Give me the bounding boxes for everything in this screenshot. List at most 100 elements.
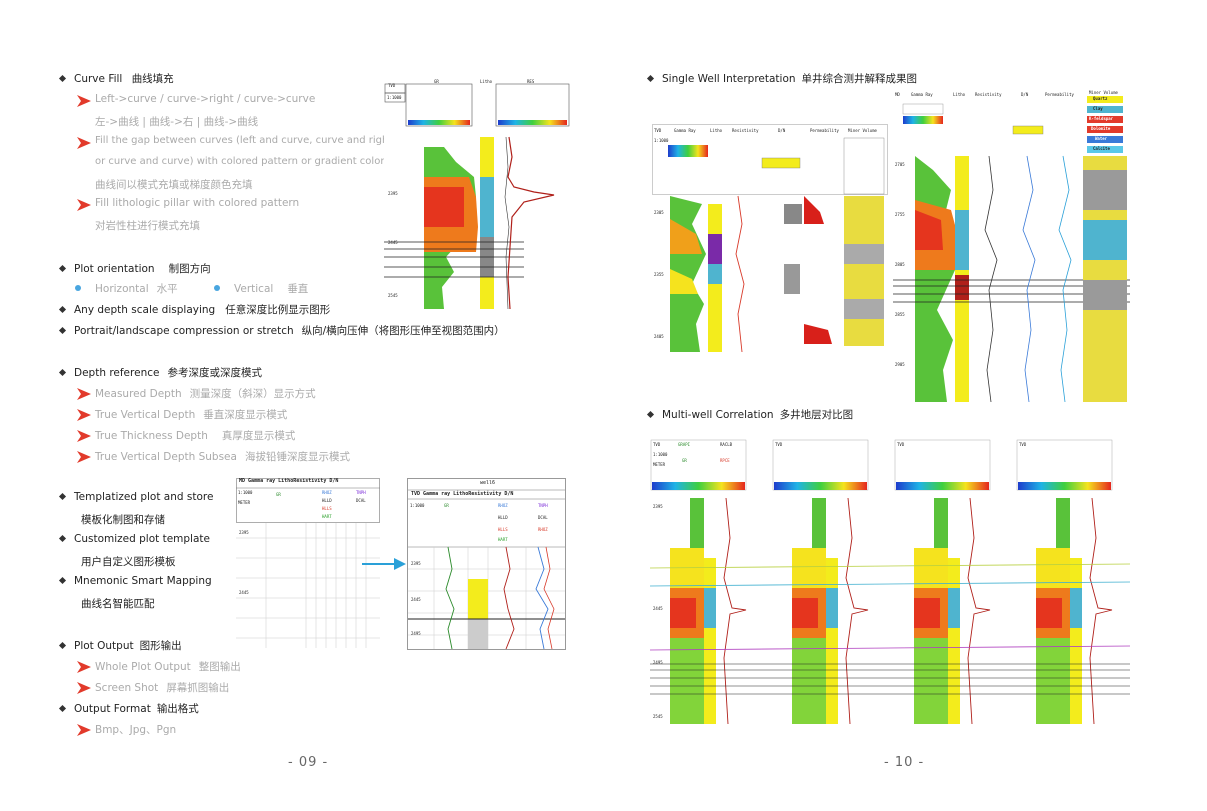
fig-depth: 2405 [654,334,664,339]
plot-output-item: Whole Plot Output 整图输出 [95,661,241,673]
fig-label: Resistivity [975,92,1002,97]
fig-curve-label: DCAL [356,498,366,503]
diamond-bullet-icon [58,326,67,335]
orientation-vertical: Vertical 垂直 [214,281,308,296]
fig2a-header: MD Gamma ray LithoResistivity D/N [239,478,339,484]
red-arrow-icon [77,430,91,442]
fig-label: METER [653,462,666,467]
multi-well-figure: TVD TVD TVD TVD 1:1000 METER GRAPI RACLB… [650,438,1130,724]
output-formats: Bmp、Jpg、Pgn [95,724,177,736]
page-number-left: - 09 - [288,755,329,770]
fig-legend: Dolomite [1091,126,1111,131]
red-arrow-icon [77,682,91,694]
diamond-bullet-icon [646,74,655,83]
red-arrow-icon [77,451,91,463]
fig-label: 1:1000 [238,490,253,495]
bullet-mnemonic: Mnemonic Smart Mapping [58,575,212,587]
fig-label: Miner Volume [1089,90,1118,95]
depth-ref-item: Measured Depth 测量深度（斜深）显示方式 [95,388,316,400]
fig-curve-label: DCAL [538,515,548,520]
diamond-bullet-icon [58,704,67,713]
fig-depth: 2445 [239,590,249,595]
fig-legend: Clay [1093,106,1103,111]
fig-depth: 2755 [895,212,905,217]
fig-legend: Water [1095,136,1108,141]
fig-label: MD [895,92,900,97]
fig-depth: 2905 [895,362,905,367]
fig-label: Permeability [1045,92,1074,97]
bullet-compression: Portrait/landscape compression or stretc… [58,323,505,338]
fig-label: TVD [654,128,662,133]
fig-depth: 2445 [388,240,398,245]
diamond-bullet-icon [58,576,67,585]
fig-curve-label: HART [498,537,508,542]
fig-curve-label: GR [444,503,449,508]
customized-cn: 用户自定义图形模板 [81,556,176,568]
fig-label: Litho [710,128,723,133]
fig-depth: 2395 [239,530,249,535]
red-arrow-icon [77,95,91,107]
fig-curve-label: GRAPI [678,442,691,447]
single-well-figure-large: MD Gamma Ray Litho Resistivity D/N Perme… [893,90,1130,402]
plot-output-item: Screen Shot 屏幕抓图输出 [95,682,230,694]
red-arrow-icon [77,724,91,736]
bullet-curve-fill: Curve Fill 曲线填充 [58,71,174,86]
fig-label: GR [434,79,439,84]
fig-legend: K-feldspar [1089,116,1114,121]
fig-curve-label: HLLS [322,506,332,511]
template-figure-after: well6 TVD Gamma ray LithoResistivity D/N… [407,478,566,650]
depth-ref-item: True Vertical Depth Subsea 海拔铅锤深度显示模式 [95,451,350,463]
fig-legend: Calcite [1093,146,1110,151]
diamond-bullet-icon [646,410,655,419]
fig-depth: 2495 [411,631,421,636]
curve-fill-line4: or curve and curve) with colored pattern… [95,156,385,167]
diamond-bullet-icon [58,492,67,501]
bullet-plot-output: Plot Output 图形输出 [58,638,182,653]
curve-fill-line3: Fill the gap between curves (left and cu… [95,135,393,146]
fig-label: TVD [388,83,396,88]
orientation-horizontal: Horizontal 水平 [75,281,178,296]
red-arrow-icon [77,199,91,211]
diamond-bullet-icon [58,305,67,314]
fig-label: 1:1000 [653,452,668,457]
fig-depth: 2545 [653,714,663,719]
fig-label: D/N [778,128,786,133]
diamond-bullet-icon [58,368,67,377]
fig-label: 1:1000 [387,95,402,100]
fig-label: Resistivity [732,128,759,133]
fig-depth: 2495 [653,660,663,665]
fig-label: TVD [1019,442,1027,447]
right-arrow-icon [362,558,406,570]
fig-label: Permeability [810,128,839,133]
fig-label: Gamma Ray [911,92,933,97]
fig-depth: 2805 [895,262,905,267]
diamond-bullet-icon [58,641,67,650]
curve-fill-log-figure: TVD 1:1000 GR Litho RES 2395 2445 2545 [384,77,572,310]
fig2b-title: well6 [480,480,496,486]
fig-label: Litho [480,79,493,84]
fig-curve-label: TNPH [538,503,548,508]
fig-depth: 2355 [654,272,664,277]
fig-curve-label: RACLB [720,442,733,447]
single-well-figure-small: TVD Gamma Ray Litho Resistivity D/N Perm… [652,124,888,352]
fig-curve-label: GR [276,492,281,497]
bullet-depth-reference: Depth reference 参考深度或深度模式 [58,365,262,380]
depth-ref-item: True Vertical Depth 垂直深度显示模式 [95,409,288,421]
template-figure-before: MD Gamma ray LithoResistivity D/N 1:1000… [236,478,380,648]
fig-depth: 2445 [653,606,663,611]
mnemonic-cn: 曲线名智能匹配 [81,598,155,610]
fig-depth: 2855 [895,312,905,317]
dot-bullet-icon [75,285,81,291]
bullet-single-well: Single Well Interpretation 单井综合测井解释成果图 [646,71,917,86]
diamond-bullet-icon [58,264,67,273]
diamond-bullet-icon [58,534,67,543]
bullet-customized: Customized plot template [58,533,210,545]
fig-depth: 2395 [411,561,421,566]
fig-curve-label: HART [322,514,332,519]
bullet-output-format: Output Format 输出格式 [58,701,199,716]
fig-curve-label: GR [682,458,687,463]
curve-fill-line7: 对岩性柱进行模式充填 [95,220,200,232]
fig-curve-label: HLLD [498,515,508,520]
fig-label: 1:1000 [654,138,669,143]
page-number-right: - 10 - [884,755,925,770]
